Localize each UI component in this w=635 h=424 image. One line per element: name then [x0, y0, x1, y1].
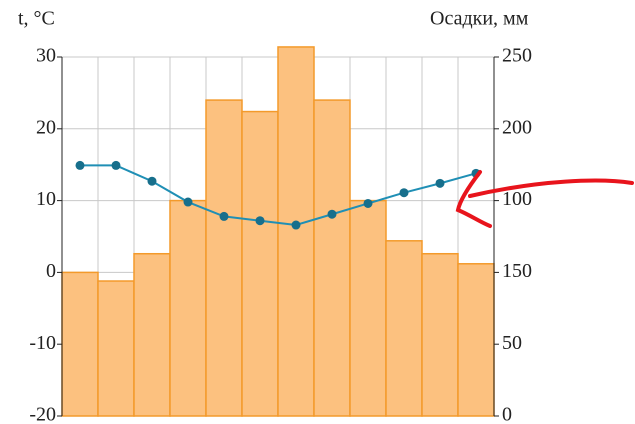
bar: [313, 99, 351, 417]
point: [219, 211, 229, 221]
point: [111, 160, 121, 170]
point: [435, 178, 445, 188]
point: [255, 216, 265, 226]
y-tick-label: -20: [29, 404, 56, 424]
bar: [241, 110, 279, 417]
y2-tick-label: 200: [502, 116, 532, 138]
lines: [75, 160, 481, 230]
bar: [205, 99, 243, 417]
bar: [277, 46, 315, 417]
bar: [457, 263, 495, 417]
y-tick-label: 0: [46, 260, 56, 282]
bar: [385, 240, 423, 417]
red-arrow: [455, 170, 634, 228]
bar: [133, 252, 171, 417]
point: [399, 188, 409, 198]
y2-tick-label: 50: [502, 332, 522, 354]
y2-tick-label: 0: [502, 404, 512, 424]
point: [75, 160, 85, 170]
axes: -20 -10 0 10 20 30 0 50 150 100 200 250: [29, 45, 532, 424]
point: [363, 198, 373, 208]
y-tick-label: 20: [36, 116, 56, 138]
y-tick-label: 30: [36, 45, 56, 67]
y-axis-title: t, °C: [18, 8, 55, 30]
bar: [349, 199, 387, 417]
y2-axis-title: Осадки, мм: [430, 8, 529, 30]
y-tick-label: 10: [36, 188, 56, 210]
y-tick-label: -10: [29, 332, 56, 354]
bars: [61, 46, 495, 417]
y2-tick-label: 250: [502, 45, 532, 67]
bar: [421, 252, 459, 417]
point: [327, 209, 337, 219]
line: [80, 164, 477, 227]
point: [147, 176, 157, 186]
point: [183, 197, 193, 207]
y2-tick-label: 150: [502, 260, 532, 282]
bar: [169, 199, 207, 417]
bar: [97, 280, 135, 417]
point: [291, 220, 301, 230]
bar: [61, 271, 99, 417]
y2-tick-label: 100: [502, 188, 532, 210]
